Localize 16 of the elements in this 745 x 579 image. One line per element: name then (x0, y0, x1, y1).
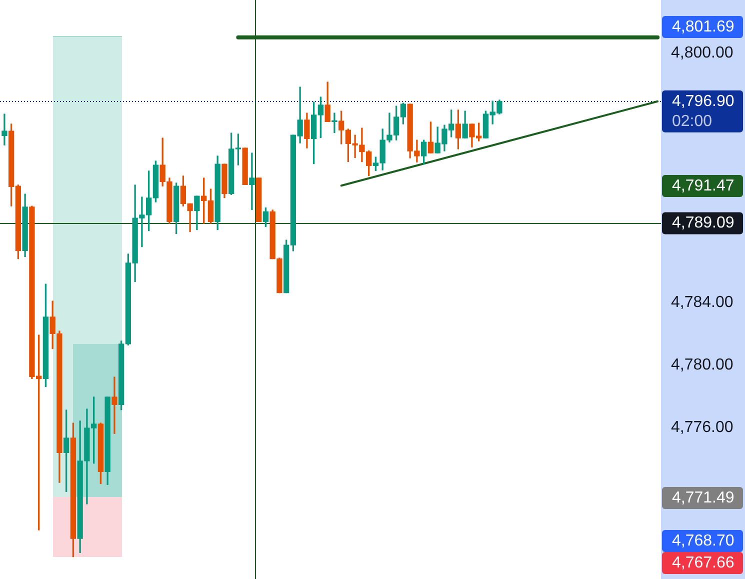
candlestick (112, 376, 118, 434)
text: 4,771.49 (672, 489, 734, 506)
y-tick-label: 4,800.00 (671, 44, 734, 62)
text: 02:00 (672, 112, 712, 130)
ref-line-label: 4,796.90 (672, 92, 734, 110)
y-tick-label: 4,784.00 (671, 294, 734, 312)
text: 4,768.70 (672, 532, 734, 550)
candlestick (2, 114, 8, 146)
candlestick (249, 152, 255, 210)
text: 4,791.47 (672, 177, 734, 194)
ref-line-label: 4,789.09 (672, 214, 734, 232)
candlestick (332, 112, 338, 134)
y-tick-label: 4,776.00 (671, 418, 734, 436)
text: 4,801.69 (672, 18, 734, 36)
y-tick-label: 4,780.00 (671, 356, 734, 374)
text: 4,767.66 (672, 554, 734, 572)
